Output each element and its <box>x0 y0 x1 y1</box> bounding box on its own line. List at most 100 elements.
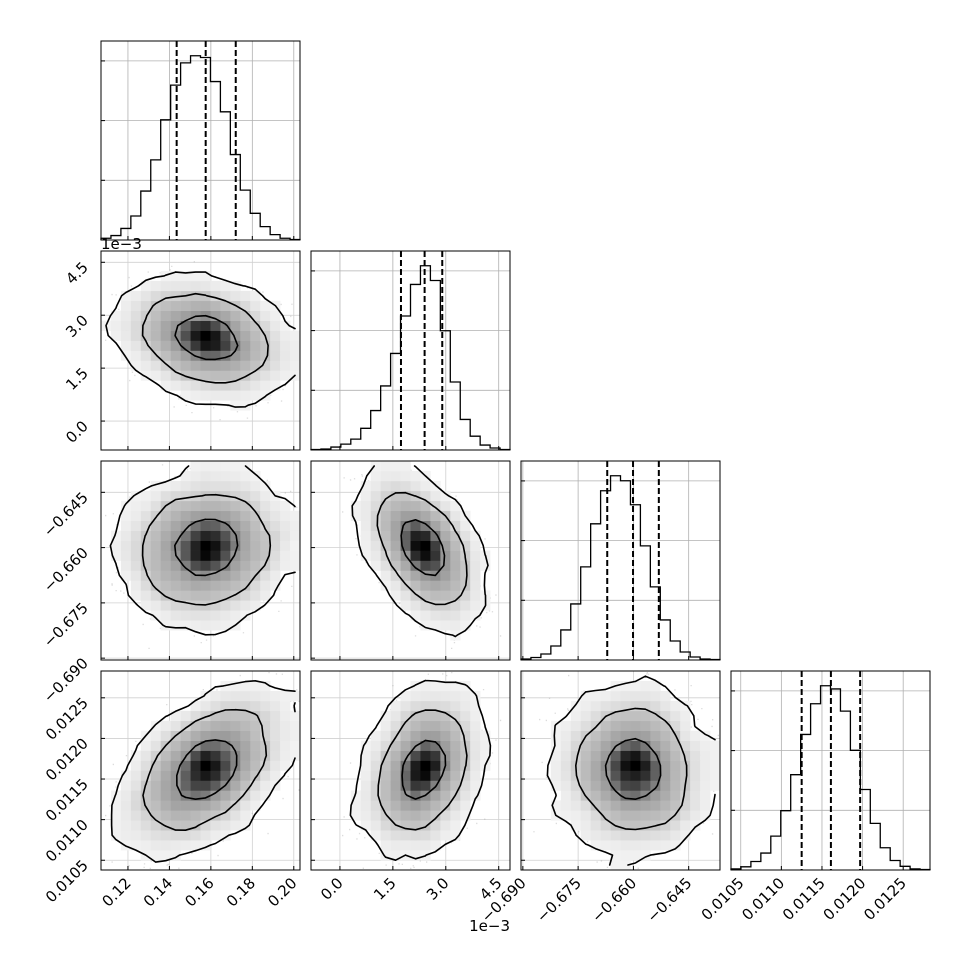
density-cell <box>230 820 241 831</box>
density-cell <box>590 840 601 851</box>
density-cell <box>210 390 221 401</box>
density-cell <box>650 760 661 771</box>
density-cell <box>210 830 221 841</box>
density-cell <box>630 690 641 702</box>
density-cell <box>160 750 171 761</box>
density-cell <box>260 310 271 321</box>
density-cell <box>460 680 471 692</box>
density-cell <box>430 500 441 512</box>
density-cell <box>390 810 401 821</box>
density-cell <box>120 820 132 831</box>
density-cell <box>180 530 191 541</box>
density-cell <box>410 600 421 611</box>
density-cell <box>190 500 201 512</box>
density-cell <box>420 620 431 631</box>
density-cell <box>390 780 401 791</box>
density-cell <box>480 730 491 741</box>
density-cell <box>260 520 271 531</box>
density-cell <box>190 600 201 611</box>
density-cell <box>290 540 301 551</box>
density-cell <box>570 810 581 821</box>
density-cell <box>230 330 241 341</box>
density-cell <box>200 770 211 781</box>
density-cell <box>220 390 231 401</box>
density-cell <box>250 770 261 781</box>
density-cell <box>370 500 381 512</box>
density-cell <box>700 740 711 751</box>
density-cell <box>190 590 201 601</box>
density-cell <box>210 590 221 601</box>
density-cell <box>650 720 661 731</box>
density-cell <box>220 580 231 591</box>
density-cell <box>140 600 152 611</box>
panel-frame <box>730 670 931 871</box>
density-cell <box>400 480 411 492</box>
density-cell <box>370 550 381 561</box>
density-cell <box>670 750 681 761</box>
density-cell <box>460 750 471 761</box>
density-cell <box>180 480 191 492</box>
density-cell <box>560 720 572 731</box>
density-cell <box>590 710 601 722</box>
density-cell <box>260 780 271 791</box>
density-cell <box>230 510 241 521</box>
density-cell <box>160 790 171 801</box>
density-cell <box>460 520 471 531</box>
density-cell <box>270 530 281 541</box>
density-cell <box>240 680 251 692</box>
density-cell <box>660 770 671 781</box>
density-cell <box>420 570 431 581</box>
density-cell <box>420 500 431 512</box>
x-tick-label: −0.645 <box>644 874 696 926</box>
density-cell <box>600 780 611 791</box>
density-cell <box>660 710 671 722</box>
density-cell <box>170 480 181 492</box>
density-cell <box>570 730 581 741</box>
density-cell <box>400 570 411 581</box>
panel-background <box>521 461 720 660</box>
density-cell <box>600 720 611 731</box>
density-cell <box>210 710 221 722</box>
density-cell <box>460 610 471 621</box>
density-cell <box>130 290 142 302</box>
density-cell <box>440 550 451 561</box>
density-cell <box>260 720 271 731</box>
density-cell <box>150 290 161 302</box>
density-cell <box>480 750 491 761</box>
density-cell <box>440 700 451 712</box>
density-cell <box>240 570 251 581</box>
x-tick-label: 0.18 <box>223 874 259 910</box>
density-cell <box>590 720 601 731</box>
density-cell <box>620 730 631 741</box>
density-cell <box>690 810 701 821</box>
density-cell <box>450 700 461 712</box>
density-cell <box>380 510 391 521</box>
density-cell <box>230 500 241 512</box>
density-cell <box>130 770 142 781</box>
density-cell <box>460 800 471 811</box>
density-cell <box>170 850 181 861</box>
density-cell <box>400 700 411 712</box>
density-cell <box>150 340 161 351</box>
density-cell <box>570 710 581 722</box>
density-cell <box>250 350 261 361</box>
density-cell <box>380 461 391 472</box>
density-cell <box>420 810 431 821</box>
x-tick-label: 0.0105 <box>698 874 748 924</box>
density-cell <box>130 830 142 841</box>
density-cell <box>180 610 191 621</box>
density-cell <box>380 790 391 801</box>
density-cell <box>560 760 572 771</box>
density-cell <box>390 560 401 571</box>
density-cell <box>660 700 671 712</box>
density-cell <box>250 360 261 371</box>
density-cell <box>170 840 181 851</box>
density-cell <box>120 530 132 541</box>
density-cell <box>270 760 281 771</box>
density-cell <box>150 580 161 591</box>
density-cell <box>180 760 191 771</box>
density-cell <box>360 740 371 751</box>
density-cell <box>640 720 651 731</box>
density-cell <box>630 790 641 801</box>
density-cell <box>630 740 641 751</box>
